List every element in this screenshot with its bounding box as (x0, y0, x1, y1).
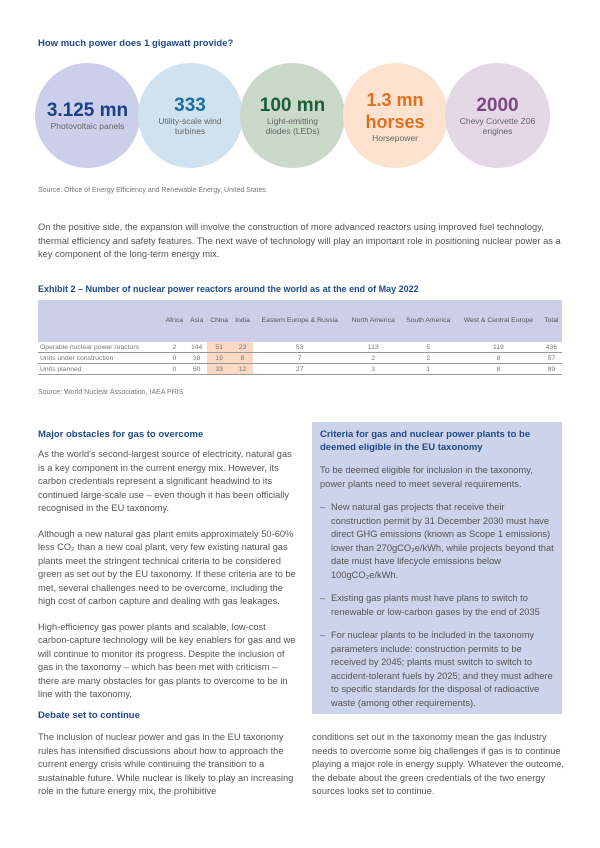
table-cell: 12 (231, 363, 254, 375)
obstacles-p1: As the world's second-largest source of … (38, 449, 292, 513)
obstacles-p3: High-efficiency gas power plants and sca… (38, 621, 296, 700)
stat-label: Utility-scale wind turbines (158, 115, 222, 136)
table-cell: 23 (231, 342, 254, 353)
column-header: India (231, 300, 254, 342)
table-cell: 89 (540, 363, 562, 375)
bullet-text: New natural gas projects that receive th… (331, 502, 554, 580)
infographic-source: Source: Office of Energy Efficiency and … (38, 187, 267, 194)
table-cell: 2 (346, 352, 401, 364)
table-row: Units under construction 0 38 19 8 7 2 2 8 57 (38, 352, 562, 364)
table-cell: 0 (162, 363, 187, 375)
criteria-box: Criteria for gas and nuclear power plant… (312, 422, 562, 714)
column-header: Africa (162, 300, 187, 342)
bottom-right-paragraph: conditions set out in the taxonomy mean … (312, 732, 565, 796)
table-cell: 2 (400, 352, 457, 364)
stat-circle: 3.125 mn Photovoltaic panels (35, 63, 140, 168)
column-header: North America (346, 300, 401, 342)
bottom-left-paragraph: The inclusion of nuclear power and gas i… (38, 732, 294, 796)
column-header: China (206, 300, 232, 342)
criteria-list: – New natural gas projects that receive t… (320, 501, 554, 710)
stat-value: 1.3 mn horses (365, 89, 425, 132)
exhibit-source: Source: World Nuclear Association, IAEA … (38, 389, 184, 396)
stat-circle: 1.3 mn horses Horsepower (342, 63, 448, 168)
table-cell: 8 (456, 352, 541, 364)
table-cell: 27 (253, 363, 347, 375)
table-row: Operable nuclear power reactors 2 144 51 23 5… (38, 342, 562, 353)
table-cell: 119 (456, 342, 541, 353)
stat-label: Light-emitting diodes (LEDs) (265, 115, 320, 136)
obstacles-heading: Major obstacles for gas to overcome (38, 429, 204, 440)
criteria-bullet: – For nuclear plants to be included in th… (320, 629, 554, 710)
column-header: West & Central Europe (456, 300, 541, 342)
column-header: Total (540, 300, 562, 342)
table-cell: 0 (162, 352, 187, 364)
table-cell: 50 (186, 363, 207, 375)
column-header (38, 300, 162, 342)
table-cell: 57 (540, 352, 562, 364)
stat-circle: 2000 Chevy Corvette Z06 engines (445, 63, 550, 168)
table-cell: 5 (400, 342, 457, 353)
stat-circle: 100 mn Light-emitting diodes (LEDs) (240, 63, 345, 168)
table-body: Operable nuclear power reactors 2 144 51 23 5… (38, 342, 562, 375)
stat-circle: 333 Utility-scale wind turbines (137, 63, 243, 168)
table-cell: 38 (186, 352, 207, 364)
table-header-row: Africa Asia China India Eastern Europe & Rus… (38, 300, 562, 342)
dash-marker: – (320, 630, 326, 640)
table-cell: Units planned (38, 363, 162, 375)
table-cell: 1 (400, 363, 457, 375)
table-cell: 8 (231, 352, 254, 364)
table-cell: Operable nuclear power reactors (38, 342, 162, 353)
criteria-heading: Criteria for gas and nuclear power plant… (320, 429, 531, 453)
table-cell: 3 (346, 363, 401, 375)
debate-heading: Debate set to continue (38, 709, 140, 721)
stat-value: 2000 (476, 94, 519, 116)
stat-label: Photovoltaic panels (50, 120, 125, 131)
table-cell: 144 (186, 342, 207, 353)
table-cell: 7 (253, 352, 347, 364)
table-row: Units planned 0 50 33 12 27 3 1 8 89 (38, 363, 562, 375)
column-header: South America (400, 300, 457, 342)
obstacles-p2: Although a new natural gas plant emits a… (38, 528, 296, 607)
stat-label: Horsepower (372, 132, 418, 143)
criteria-bullet: – Existing gas plants must have plans to … (320, 592, 554, 619)
table-cell: 2 (162, 342, 187, 353)
bullet-text: Existing gas plants must have plans to s… (331, 593, 540, 617)
reactor-table: Africa Asia China India Eastern Europe & Rus… (38, 300, 562, 375)
table-cell: 53 (253, 342, 347, 353)
table-cell: 51 (206, 342, 232, 353)
table-cell: Units under construction (38, 352, 162, 364)
table-cell: 113 (346, 342, 401, 353)
stat-value: 3.125 mn (46, 99, 129, 121)
column-header: Eastern Europe & Russia (253, 300, 347, 342)
exhibit-title: Exhibit 2 – Number of nuclear power reac… (38, 284, 419, 294)
infographic-title: How much power does 1 gigawatt provide? (38, 38, 234, 49)
table-cell: 19 (206, 352, 232, 364)
left-column: Major obstacles for gas to overcome As t… (38, 429, 296, 721)
stat-label: Chevy Corvette Z06 engines (459, 115, 536, 136)
dash-marker: – (320, 502, 326, 512)
stat-value: 333 (174, 94, 206, 116)
criteria-intro: To be deemed eligible for inclusion in t… (320, 465, 533, 489)
criteria-bullet: – New natural gas projects that receive t… (320, 501, 554, 582)
table-cell: 33 (206, 363, 232, 375)
intro-paragraph: On the positive side, the expansion will… (38, 222, 561, 259)
dash-marker: – (320, 593, 326, 603)
table-cell: 8 (456, 363, 541, 375)
column-header: Asia (186, 300, 207, 342)
stat-value: 100 mn (259, 94, 326, 116)
table-cell: 436 (540, 342, 562, 353)
bullet-text: For nuclear plants to be included in the… (331, 630, 553, 708)
